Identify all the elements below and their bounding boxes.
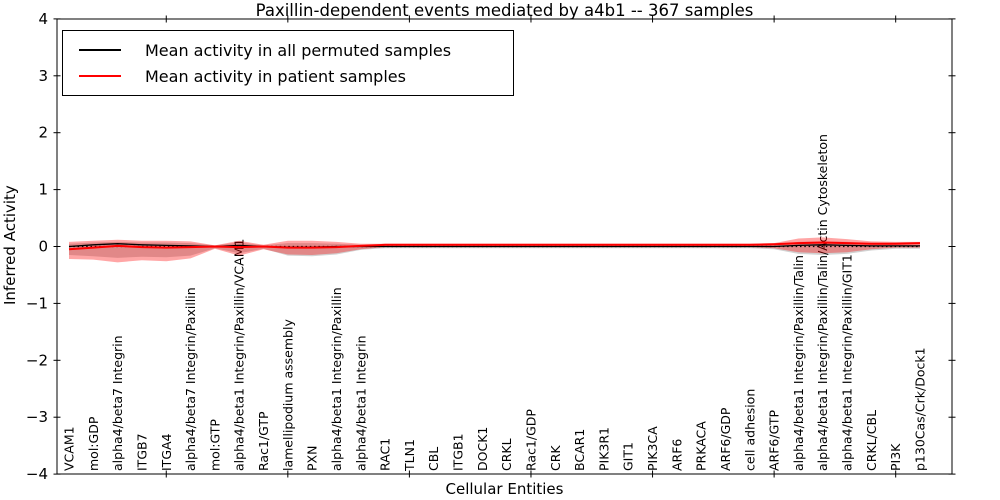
x-tick-label: PXN <box>305 446 320 471</box>
y-ticks: 4 3 2 1 0 −1 −2 −3 −4 <box>26 10 956 483</box>
x-tick-label: ITGB1 <box>451 433 466 471</box>
y-axis-label: Inferred Activity <box>1 185 19 305</box>
x-tick-label: PIK3R1 <box>596 427 611 471</box>
x-tick-label: CRK <box>548 445 563 471</box>
x-tick-label: CRKL <box>499 438 514 471</box>
x-tick-label: alpha4/beta7 Integrin/Paxillin <box>183 287 198 471</box>
y-tick-label: 0 <box>38 238 48 256</box>
permuted-line-swatch <box>79 49 121 51</box>
patient-mean-line <box>68 241 921 251</box>
x-tick-label: Rac1/GTP <box>256 411 271 471</box>
x-tick-label: RAC1 <box>378 438 393 471</box>
x-axis-label: Cellular Entities <box>445 480 564 498</box>
x-tick-label: mol:GDP <box>86 416 101 471</box>
y-tick-label: 4 <box>38 10 48 28</box>
y-tick-label: −3 <box>26 408 48 426</box>
x-tick-label: alpha4/beta1 Integrin <box>353 335 368 471</box>
x-tick-label: alpha4/beta1 Integrin/Paxillin/Talin <box>791 255 806 471</box>
x-tick-label: lamellipodium assembly <box>280 319 295 471</box>
x-tick-labels: VCAM1 mol:GDP alpha4/beta7 Integrin ITGB7 IT… <box>62 134 928 472</box>
x-tick-label: p130Cas/Crk/Dock1 <box>913 347 928 471</box>
x-tick-label: ARF6 <box>669 439 684 471</box>
x-tick-label: alpha4/beta1 Integrin/Paxillin/Talin/Act… <box>815 134 830 471</box>
x-tick-label: Rac1/GDP <box>523 409 538 471</box>
y-tick-label: −4 <box>26 465 48 483</box>
x-tick-label: mol:GTP <box>207 419 222 471</box>
legend-label-permuted: Mean activity in all permuted samples <box>145 40 452 60</box>
x-tick-label: BCAR1 <box>572 429 587 471</box>
x-tick-label: alpha4/beta1 Integrin/Paxillin/VCAM1 <box>232 239 247 471</box>
y-tick-label: 2 <box>38 124 48 142</box>
patient-line-swatch <box>79 75 121 77</box>
x-tick-label: PIK3CA <box>645 426 660 471</box>
y-tick-label: −2 <box>26 351 48 369</box>
legend-entry-patient: Mean activity in patient samples <box>79 63 513 89</box>
x-tick-label: ITGA4 <box>159 433 174 471</box>
x-tick-label: alpha4/beta7 Integrin <box>110 335 125 471</box>
y-tick-label: −1 <box>26 294 48 312</box>
chart-title: Paxillin-dependent events mediated by a4… <box>255 1 754 20</box>
legend-entry-permuted: Mean activity in all permuted samples <box>79 37 513 63</box>
x-tick-label: GIT1 <box>621 442 636 471</box>
x-tick-label: DOCK1 <box>475 427 490 471</box>
x-tick-label: alpha4/beta1 Integrin/Paxillin <box>329 287 344 471</box>
x-tick-label: alpha4/beta1 Integrin/Paxillin/GIT1 <box>840 254 855 471</box>
legend: Mean activity in all permuted samples Me… <box>62 30 514 96</box>
patient-samples-std-band <box>69 237 920 263</box>
x-tick-label: PRKACA <box>694 421 709 471</box>
x-tick-label: ARF6/GTP <box>767 410 782 471</box>
x-tick-label: TLN1 <box>402 439 417 472</box>
x-tick-label: CRKL/CBL <box>864 410 879 471</box>
x-tick-label: ITGB7 <box>134 433 149 471</box>
x-tick-label: CBL <box>426 447 441 471</box>
y-tick-label: 3 <box>38 67 48 85</box>
legend-label-patient: Mean activity in patient samples <box>145 66 406 86</box>
x-tick-label: VCAM1 <box>62 426 77 471</box>
x-tick-label: PI3K <box>888 443 903 471</box>
x-tick-label: cell adhesion <box>742 389 757 471</box>
y-tick-label: 1 <box>38 181 48 199</box>
x-tick-label: ARF6/GDP <box>718 407 733 471</box>
x-ticks <box>165 15 897 478</box>
